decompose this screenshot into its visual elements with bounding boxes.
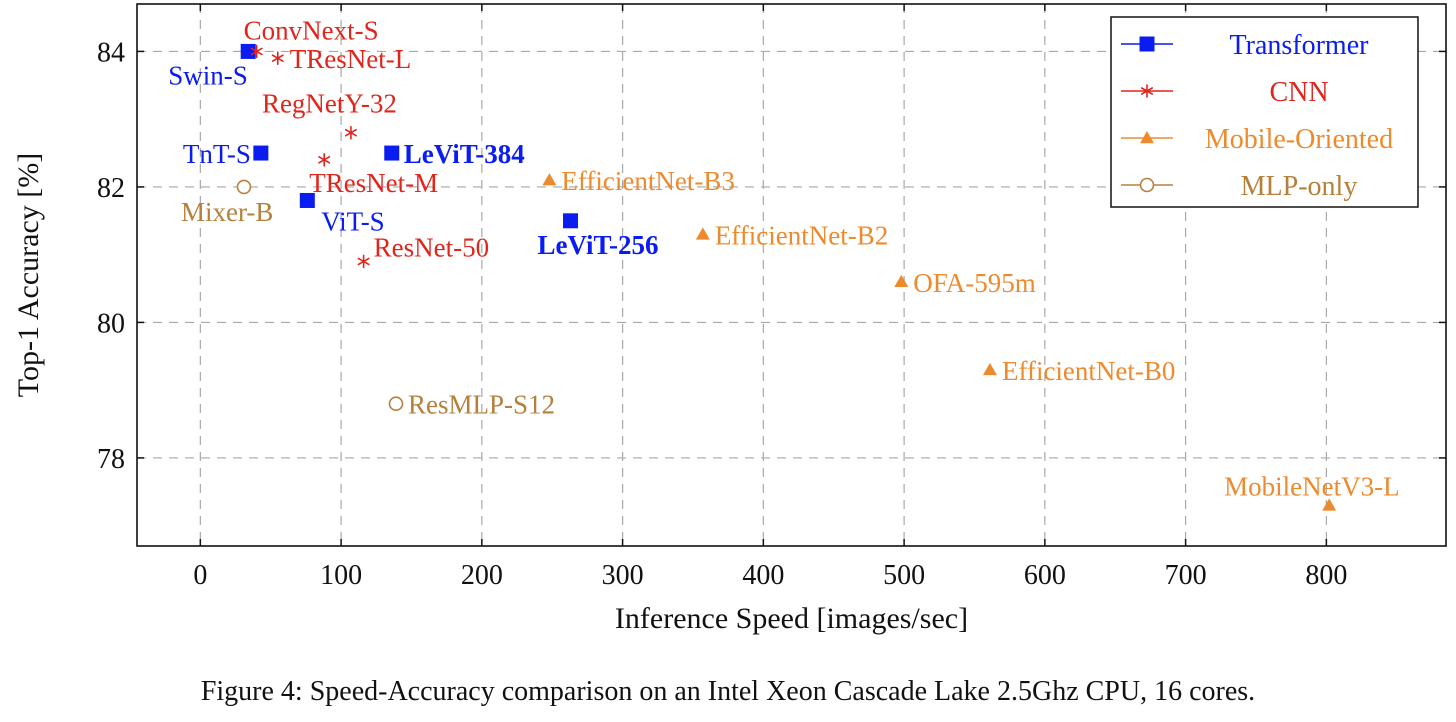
legend-marker-mlp-only (1139, 177, 1155, 193)
label-efficientnet-b3: EfficientNet-B3 (561, 166, 734, 196)
point-convnext-s (250, 44, 263, 59)
point-levit-256 (563, 213, 579, 229)
label-mixer-b: Mixer-B (181, 197, 273, 227)
label-resnet-50: ResNet-50 (374, 232, 489, 262)
legend-box (1110, 16, 1419, 208)
point-efficientnet-b0 (982, 362, 997, 376)
label-mobilenetv3-l: MobileNetV3-L (1224, 471, 1399, 501)
point-levit-384 (384, 145, 400, 161)
y-axis-label: Top-1 Accuracy [%] (12, 153, 45, 397)
point-resnet-50 (357, 254, 370, 269)
label-resmlp-s12: ResMLP-S12 (408, 390, 555, 420)
speed-accuracy-chart: 0 100 200 300 400 500 600 700 800 78 80 82 84 Inferen… (12, 3, 1447, 635)
point-tnt-s (253, 145, 269, 161)
y-tick-label: 80 (97, 308, 125, 339)
point-mobilenetv3-l (1322, 498, 1337, 511)
label-efficientnet-b0: EfficientNet-B0 (1002, 356, 1175, 386)
legend-marker-mobile-oriented (1140, 131, 1154, 144)
point-tresnet-m (318, 153, 331, 167)
label-swin-s: Swin-S (168, 60, 248, 90)
x-tick-label: 800 (1305, 560, 1347, 591)
point-regnety-32 (344, 125, 357, 140)
x-tick-label: 400 (742, 560, 784, 591)
x-tick-label: 700 (1165, 560, 1207, 591)
point-swin-s (240, 43, 256, 59)
x-tick-label: 100 (320, 560, 362, 591)
point-resmlp-s12 (388, 396, 404, 412)
legend-marker-cnn (1141, 84, 1153, 98)
point-mixer-b (236, 179, 252, 195)
label-efficientnet-b2: EfficientNet-B2 (715, 220, 888, 250)
x-tick-label: 200 (461, 560, 503, 591)
legend-label-mobile-oriented: Mobile-Oriented (1205, 124, 1393, 155)
y-tick-label: 84 (97, 37, 125, 68)
y-tick-label: 82 (97, 173, 125, 204)
legend-marker-transformer (1139, 36, 1155, 52)
label-levit-384: LeViT-384 (404, 139, 525, 169)
y-tick-label: 78 (97, 444, 125, 475)
legend-label-mlp-only: MLP-only (1241, 171, 1358, 202)
point-vit-s (299, 192, 315, 208)
label-levit-256: LeViT-256 (538, 230, 659, 260)
x-tick-label: 300 (602, 560, 644, 591)
point-efficientnet-b2 (695, 227, 710, 240)
x-tick-label: 500 (883, 560, 925, 591)
legend-label-transformer: Transformer (1230, 30, 1370, 61)
point-efficientnet-b3 (542, 173, 557, 186)
point-tresnet-l (271, 51, 284, 65)
label-regnety-32: RegNetY-32 (262, 89, 397, 119)
plot-frame (136, 3, 1447, 547)
label-tnt-s: TnT-S (183, 139, 251, 169)
point-ofa-595m (894, 274, 909, 288)
x-axis-label: Inference Speed [images/sec] (615, 602, 968, 635)
label-vit-s: ViT-S (321, 206, 384, 236)
legend-label-cnn: CNN (1269, 77, 1328, 108)
label-tresnet-l: TResNet-L (290, 44, 411, 74)
x-tick-label: 0 (193, 560, 207, 591)
x-tick-label: 600 (1024, 560, 1066, 591)
label-tresnet-m: TResNet-M (309, 168, 438, 198)
label-convnext-s: ConvNext-S (244, 15, 379, 45)
figure-caption: Figure 4: Speed-Accuracy comparison on a… (200, 676, 1256, 707)
label-ofa-595m: OFA-595m (913, 268, 1036, 298)
